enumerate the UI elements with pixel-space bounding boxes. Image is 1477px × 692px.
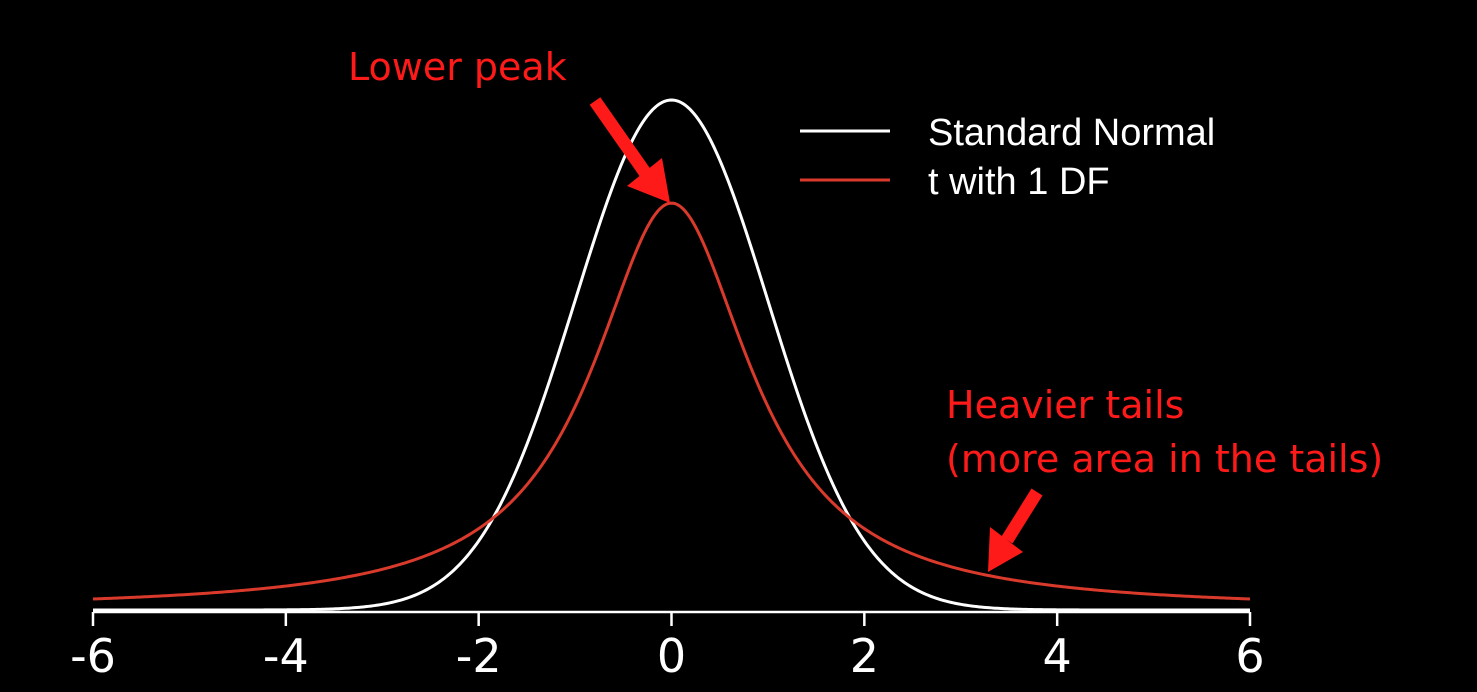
x-tick-label: -6 bbox=[70, 629, 116, 683]
x-axis-ticks: -6 -4 -2 0 2 4 6 bbox=[70, 612, 1265, 683]
annotation-lower-peak-arrowhead bbox=[627, 158, 670, 203]
annotation-lower-peak-arrow-shaft bbox=[589, 97, 652, 178]
legend-label-standard-normal: Standard Normal bbox=[928, 112, 1215, 154]
annotation-heavier-tails-line-1: Heavier tails bbox=[946, 383, 1184, 427]
annotation-heavier-tails-arrowhead bbox=[988, 527, 1023, 572]
series-line-standard-normal bbox=[93, 98, 1250, 612]
x-tick-label: 4 bbox=[1043, 629, 1072, 683]
legend: Standard Normal t with 1 DF bbox=[800, 112, 1215, 203]
x-tick-label: -4 bbox=[263, 629, 309, 683]
x-tick-label: -2 bbox=[456, 629, 502, 683]
annotation-heavier-tails: Heavier tails (more area in the tails) bbox=[946, 383, 1383, 572]
annotation-heavier-tails-line-2: (more area in the tails) bbox=[946, 437, 1383, 481]
x-tick-label: 2 bbox=[850, 629, 879, 683]
series-line-t-1df bbox=[92, 201, 1251, 601]
annotation-lower-peak: Lower peak bbox=[348, 45, 670, 203]
annotation-heavier-tails-arrow-shaft bbox=[1001, 488, 1043, 544]
annotation-lower-peak-text: Lower peak bbox=[348, 45, 567, 89]
x-tick-label: 0 bbox=[657, 629, 686, 683]
legend-label-t-1df: t with 1 DF bbox=[928, 161, 1110, 203]
x-tick-label: 6 bbox=[1235, 629, 1264, 683]
